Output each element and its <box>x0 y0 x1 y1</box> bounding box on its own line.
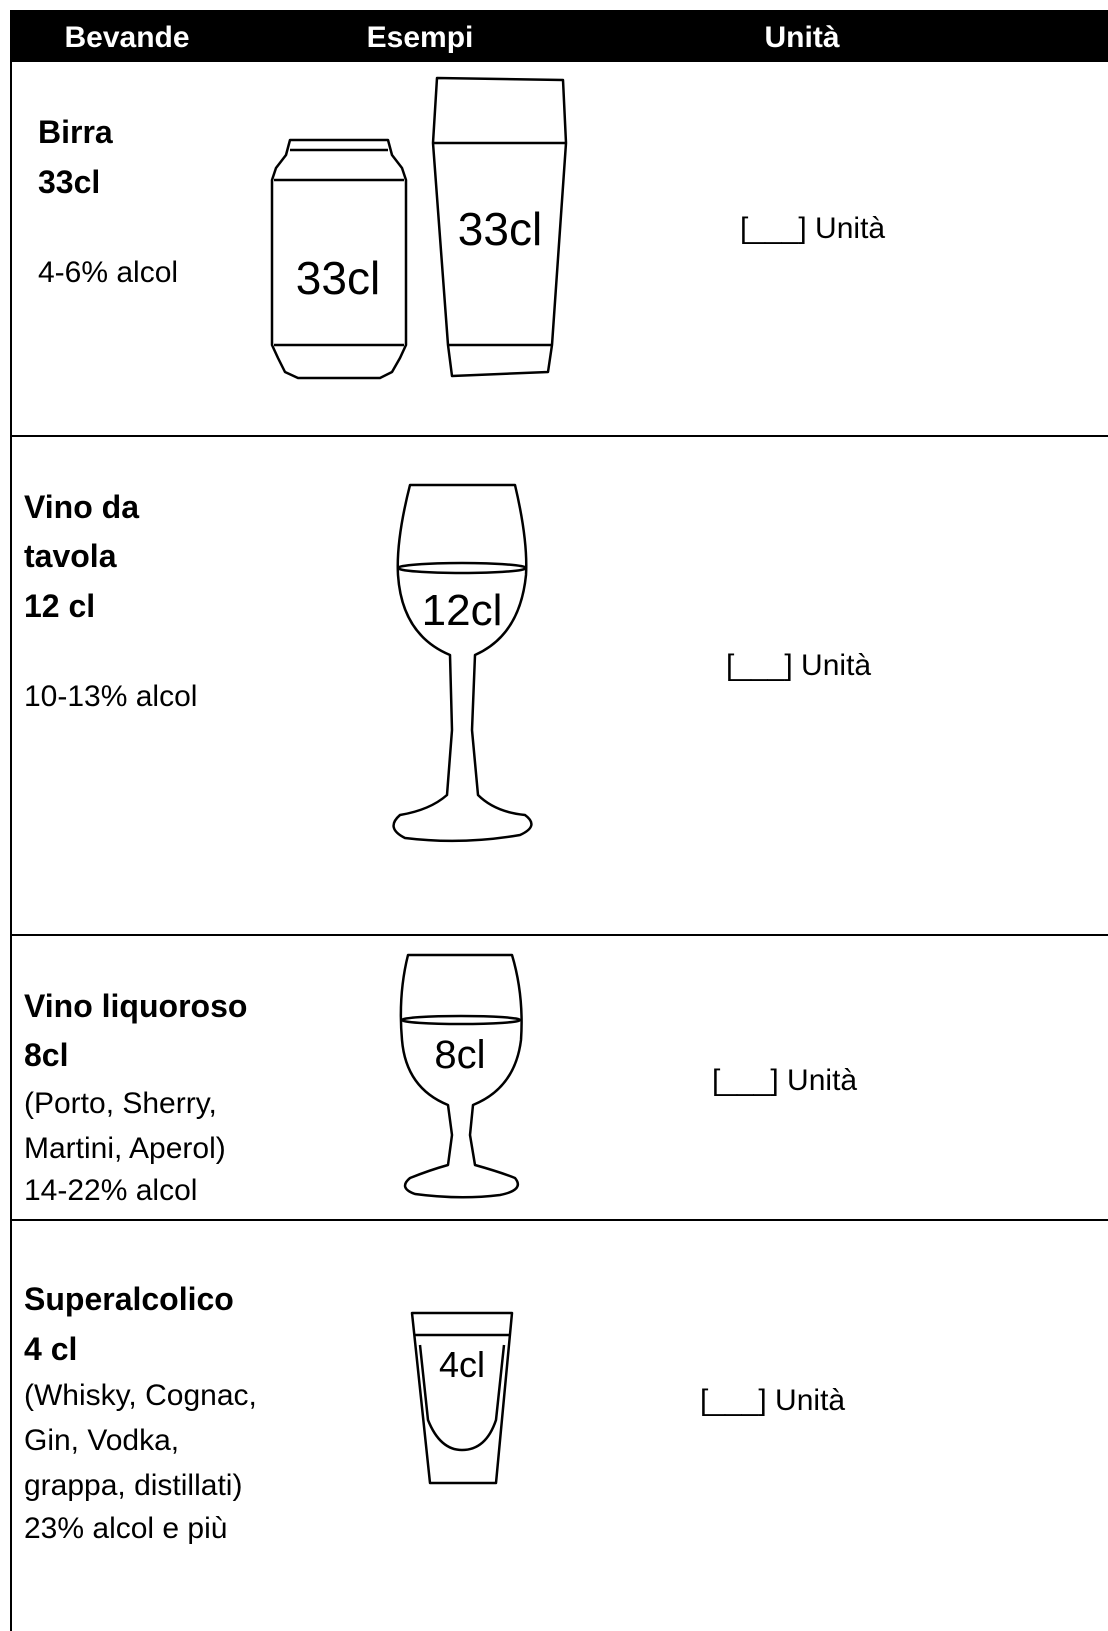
drink-detail: Gin, Vodka, <box>24 1424 179 1457</box>
drink-name: Superalcolico <box>24 1281 234 1317</box>
drink-detail: 10-13% alcol <box>24 680 197 713</box>
drink-detail: 4-6% alcol <box>38 256 178 289</box>
drink-detail: (Porto, Sherry, <box>24 1087 217 1120</box>
units-field: [___] Unità <box>726 649 871 682</box>
drink-name: tavola <box>24 538 117 574</box>
drink-name: 4 cl <box>24 1331 77 1367</box>
drink-name: 12 cl <box>24 588 95 624</box>
header-cell: Unità <box>765 21 840 54</box>
units-field: [___] Unità <box>700 1384 845 1417</box>
units-field: [___] Unità <box>740 212 885 245</box>
image-label: 8cl <box>434 1033 485 1077</box>
drink-name: Birra <box>38 114 113 150</box>
drink-name: 33cl <box>38 164 100 200</box>
wine-glass-icon <box>394 485 532 841</box>
wine-level <box>402 1016 520 1024</box>
drink-name: Vino liquoroso <box>24 988 247 1024</box>
drink-detail: grappa, distillati) <box>24 1469 242 1502</box>
drinks-table: Bevande Esempi Unità Birra 33cl 4-6% alc… <box>0 0 1108 1631</box>
drink-name: 8cl <box>24 1037 68 1073</box>
drink-detail: Martini, Aperol) <box>24 1132 226 1165</box>
drink-name: Vino da <box>24 489 139 525</box>
image-label: 33cl <box>296 252 380 304</box>
drink-detail: 14-22% alcol <box>24 1174 197 1207</box>
image-label: 12cl <box>422 586 503 635</box>
units-field: [___] Unità <box>712 1064 857 1097</box>
header-cell: Bevande <box>64 21 189 54</box>
wine-level <box>398 563 526 573</box>
image-label: 4cl <box>439 1344 485 1385</box>
header-cell: Esempi <box>367 21 474 54</box>
page: {"header": {"columns": ["Bevande", "Esem… <box>0 0 1108 1631</box>
image-label: 33cl <box>458 203 542 255</box>
drink-detail: (Whisky, Cognac, <box>24 1379 257 1412</box>
drink-detail: 23% alcol e più <box>24 1512 227 1545</box>
shot-glass-icon <box>412 1313 512 1483</box>
